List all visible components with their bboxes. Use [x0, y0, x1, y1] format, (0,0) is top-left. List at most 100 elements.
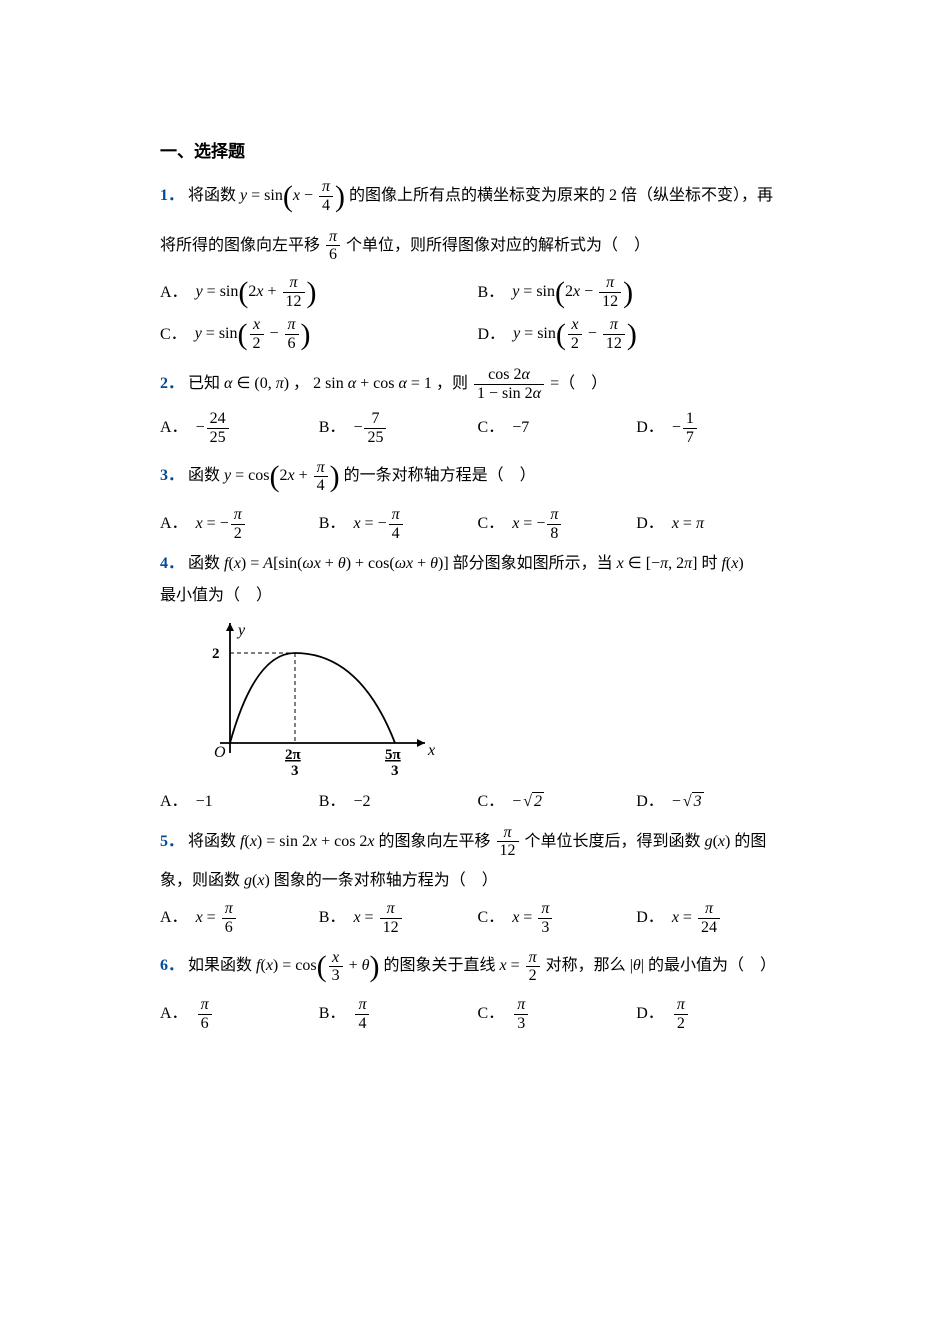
- opt-expr: π3: [512, 996, 530, 1032]
- opt-label: C．: [478, 907, 505, 929]
- q6-line: 6． 如果函数 f(x) = cos(x3 + θ) 的图象关于直线 x = π…: [160, 946, 795, 988]
- q5-fn: f(x) = sin 2x + cos 2x: [240, 832, 375, 849]
- q1-option-d: D． y = sin(x2 − π12): [478, 314, 796, 356]
- peak-x-num: 2π: [285, 747, 302, 763]
- q5-line2: 象，则函数 g(x) 图象的一条对称轴方程为（ ）: [160, 870, 795, 892]
- opt-expr: x = π12: [353, 900, 403, 936]
- q6-fn: f(x) = cos(x3 + θ): [256, 957, 379, 974]
- opt-expr: −2: [512, 791, 544, 813]
- q4-option-a: A． −1: [160, 791, 319, 813]
- opt-expr: −7: [512, 417, 529, 439]
- q1-text-2b: 个单位，则所得图像对应的解析式为（ ）: [346, 237, 650, 254]
- origin-label: O: [214, 744, 226, 761]
- q6-text-a: 如果函数: [188, 957, 256, 974]
- q1-number: 1．: [160, 187, 184, 204]
- q5-text-b: 的图象向左平移: [379, 832, 495, 849]
- q1-line1: 1． 将函数 y = sin(x − π4) 的图像上所有点的横坐标变为原来的 …: [160, 176, 795, 218]
- q1-line2: 将所得的图像向左平移 π6 个单位，则所得图像对应的解析式为（ ）: [160, 228, 795, 264]
- opt-expr: y = sin(x2 − π12): [513, 314, 637, 356]
- q4-text-b: 部分图象如图所示，当: [453, 555, 617, 572]
- opt-expr: −1: [196, 791, 213, 813]
- zero-x-num: 5π: [385, 747, 402, 763]
- q6-line-eq: x = π2: [500, 957, 542, 974]
- q6-option-a: A． π6: [160, 996, 319, 1032]
- section-title: 一、选择题: [160, 140, 795, 164]
- q1-option-c: C． y = sin(x2 − π6): [160, 314, 478, 356]
- q6-text-d: 的最小值为（ ）: [648, 957, 776, 974]
- opt-label: D．: [636, 907, 664, 929]
- q2-text-a: 已知: [188, 375, 224, 392]
- q3-option-b: B． x = −π4: [319, 506, 478, 542]
- q6-text-b: 的图象关于直线: [384, 957, 500, 974]
- q3-option-d: D． x = π: [636, 506, 795, 542]
- opt-expr: x = −π8: [512, 506, 563, 542]
- q4-text-a: 函数: [188, 555, 224, 572]
- opt-label: D．: [478, 324, 506, 346]
- document-page: 一、选择题 1． 将函数 y = sin(x − π4) 的图像上所有点的横坐标…: [0, 0, 945, 1099]
- q5-options: A． x = π6 B． x = π12 C． x = π3 D． x = π2…: [160, 900, 795, 936]
- q1-text-b: 的图像上所有点的横坐标变为原来的 2 倍（纵坐标不变），再: [349, 187, 773, 204]
- opt-label: C．: [478, 791, 505, 813]
- opt-label: D．: [636, 791, 664, 813]
- q2-frac: cos 2α1 − sin 2α: [472, 375, 546, 392]
- opt-label: B．: [319, 791, 346, 813]
- opt-label: B．: [319, 907, 346, 929]
- opt-expr: x = −π4: [353, 506, 404, 542]
- q1-fn: y = sin(x − π4): [240, 187, 345, 204]
- opt-label: D．: [636, 417, 664, 439]
- q3-option-c: C． x = −π8: [478, 506, 637, 542]
- opt-label: B．: [319, 417, 346, 439]
- opt-label: A．: [160, 1003, 188, 1025]
- q4-range: x ∈ [−π, 2π]: [617, 555, 698, 572]
- q5-text-d: 的图: [734, 832, 766, 849]
- q2-option-c: C． −7: [478, 410, 637, 446]
- q6-option-d: D． π2: [636, 996, 795, 1032]
- opt-label: B．: [478, 282, 505, 304]
- q4-options: A． −1 B． −2 C． −2 D． −3: [160, 791, 795, 813]
- opt-expr: −725: [353, 410, 388, 446]
- q3-number: 3．: [160, 467, 184, 484]
- q1-options: A． y = sin(2x + π12) B． y = sin(2x − π12…: [160, 272, 795, 356]
- q5-option-a: A． x = π6: [160, 900, 319, 936]
- q2-options: A． −2425 B． −725 C． −7 D． −17: [160, 410, 795, 446]
- q1-shift: π6: [324, 237, 342, 254]
- q5-line1: 5． 将函数 f(x) = sin 2x + cos 2x 的图象向左平移 π1…: [160, 824, 795, 860]
- opt-expr: y = sin(2x + π12): [196, 272, 317, 314]
- opt-expr: −17: [672, 410, 699, 446]
- zero-x-den: 3: [391, 763, 399, 779]
- opt-expr: π4: [353, 996, 371, 1032]
- opt-expr: −2425: [196, 410, 231, 446]
- q2-sep: ，: [293, 375, 309, 392]
- q1-text-a: 将函数: [188, 187, 240, 204]
- opt-label: C．: [478, 1003, 505, 1025]
- q3-line: 3． 函数 y = cos(2x + π4) 的一条对称轴方程是（ ）: [160, 456, 795, 498]
- q5-gx2: g(x): [244, 872, 270, 889]
- opt-expr: π2: [672, 996, 690, 1032]
- opt-label: C．: [160, 324, 187, 346]
- opt-expr: x = π3: [512, 900, 554, 936]
- q4-number: 4．: [160, 555, 184, 572]
- q2-number: 2．: [160, 375, 184, 392]
- q2-option-b: B． −725: [319, 410, 478, 446]
- q5-option-d: D． x = π24: [636, 900, 795, 936]
- q6-number: 6．: [160, 957, 184, 974]
- q4-text-c: 时: [701, 555, 721, 572]
- opt-expr: −2: [353, 791, 370, 813]
- opt-label: A．: [160, 513, 188, 535]
- opt-expr: y = sin(2x − π12): [512, 272, 633, 314]
- opt-expr: x = π: [672, 513, 704, 535]
- opt-expr: y = sin(x2 − π6): [195, 314, 311, 356]
- y-axis-label: y: [236, 622, 246, 639]
- q4-option-c: C． −2: [478, 791, 637, 813]
- x-axis-label: x: [427, 742, 435, 759]
- q6-option-b: B． π4: [319, 996, 478, 1032]
- opt-label: C．: [478, 417, 505, 439]
- q1-option-a: A． y = sin(2x + π12): [160, 272, 478, 314]
- q1-text-2a: 将所得的图像向左平移: [160, 237, 324, 254]
- q3-text-a: 函数: [188, 467, 224, 484]
- q5-text-c: 个单位长度后，得到函数: [525, 832, 705, 849]
- q2-cond2: 2 sin α + cos α = 1: [313, 375, 432, 392]
- q5-text-2b: 图象的一条对称轴方程为（ ）: [274, 872, 498, 889]
- q5-text-a: 将函数: [188, 832, 240, 849]
- q5-shift: π12: [495, 832, 521, 849]
